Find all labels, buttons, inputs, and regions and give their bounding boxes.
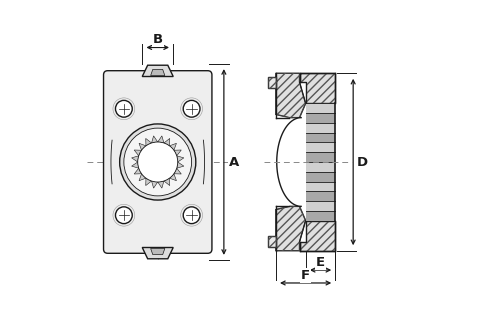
Polygon shape	[146, 138, 152, 146]
Bar	[306, 123, 336, 133]
Polygon shape	[152, 136, 158, 143]
Polygon shape	[142, 65, 173, 76]
Circle shape	[183, 100, 200, 117]
Bar	[306, 133, 336, 143]
Polygon shape	[139, 143, 146, 150]
Bar	[306, 201, 336, 211]
Polygon shape	[300, 221, 336, 251]
Bar	[306, 162, 336, 172]
Polygon shape	[164, 138, 170, 146]
Polygon shape	[276, 73, 306, 118]
Circle shape	[138, 142, 178, 182]
Polygon shape	[132, 162, 139, 168]
Polygon shape	[142, 248, 173, 259]
Circle shape	[116, 207, 132, 224]
Polygon shape	[169, 174, 177, 181]
Bar	[268, 76, 276, 88]
Circle shape	[120, 124, 196, 200]
Circle shape	[124, 128, 192, 196]
Polygon shape	[276, 206, 306, 251]
Polygon shape	[174, 150, 181, 156]
Polygon shape	[132, 156, 139, 162]
Polygon shape	[169, 143, 177, 150]
Polygon shape	[151, 69, 165, 75]
Text: B: B	[153, 33, 163, 46]
Polygon shape	[164, 178, 170, 186]
Text: D: D	[357, 156, 368, 168]
Polygon shape	[158, 136, 164, 143]
Polygon shape	[276, 118, 301, 206]
Text: A: A	[229, 156, 240, 168]
Polygon shape	[177, 162, 184, 168]
FancyBboxPatch shape	[104, 71, 212, 253]
Polygon shape	[158, 181, 164, 188]
Circle shape	[183, 207, 200, 224]
Bar	[306, 191, 336, 201]
Circle shape	[116, 100, 132, 117]
Bar	[306, 103, 336, 113]
Bar	[306, 211, 336, 221]
Polygon shape	[134, 150, 142, 156]
Polygon shape	[152, 181, 158, 188]
Polygon shape	[139, 174, 146, 181]
Polygon shape	[177, 156, 184, 162]
Bar	[306, 181, 336, 191]
Bar	[306, 172, 336, 181]
Text: E: E	[316, 256, 325, 269]
Polygon shape	[151, 249, 165, 255]
Polygon shape	[300, 73, 336, 103]
Bar	[306, 152, 336, 162]
Bar	[306, 113, 336, 123]
Polygon shape	[134, 168, 142, 174]
Polygon shape	[174, 168, 181, 174]
Bar	[306, 143, 336, 152]
Polygon shape	[146, 178, 152, 186]
Bar	[306, 103, 336, 221]
Bar	[268, 236, 276, 248]
Text: F: F	[301, 269, 310, 282]
